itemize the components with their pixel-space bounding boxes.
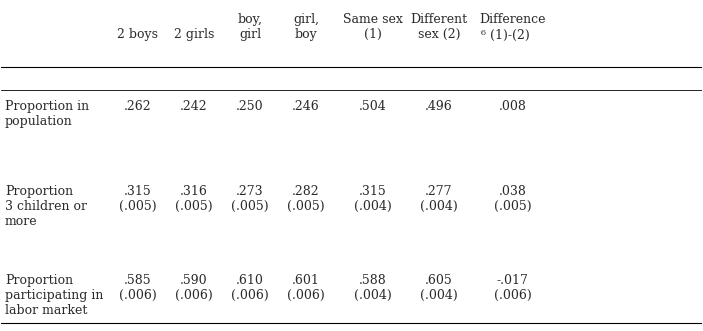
Text: 2 boys: 2 boys xyxy=(117,28,158,41)
Text: -.017
(.006): -.017 (.006) xyxy=(494,274,531,302)
Text: .610
(.006): .610 (.006) xyxy=(231,274,269,302)
Text: .504: .504 xyxy=(359,100,387,113)
Text: girl,
boy: girl, boy xyxy=(293,13,319,41)
Text: .601
(.006): .601 (.006) xyxy=(287,274,325,302)
Text: .277
(.004): .277 (.004) xyxy=(420,185,458,213)
Text: .585
(.006): .585 (.006) xyxy=(119,274,157,302)
Text: .246: .246 xyxy=(292,100,320,113)
Text: .315
(.005): .315 (.005) xyxy=(119,185,157,213)
Text: .282
(.005): .282 (.005) xyxy=(287,185,325,213)
Text: .262: .262 xyxy=(124,100,152,113)
Text: Proportion
3 children or
more: Proportion 3 children or more xyxy=(5,185,87,228)
Text: .605
(.004): .605 (.004) xyxy=(420,274,458,302)
Text: .315
(.004): .315 (.004) xyxy=(354,185,392,213)
Text: Proportion in
population: Proportion in population xyxy=(5,100,89,128)
Text: Difference: Difference xyxy=(479,13,546,26)
Text: .038
(.005): .038 (.005) xyxy=(494,185,531,213)
Text: .250: .250 xyxy=(236,100,264,113)
Text: .590
(.006): .590 (.006) xyxy=(175,274,213,302)
Text: .242: .242 xyxy=(180,100,208,113)
Text: 2 girls: 2 girls xyxy=(174,28,214,41)
Text: Different
sex (2): Different sex (2) xyxy=(411,13,467,41)
Text: .316
(.005): .316 (.005) xyxy=(175,185,213,213)
Text: .588
(.004): .588 (.004) xyxy=(354,274,392,302)
Text: ⁶ (1)-(2): ⁶ (1)-(2) xyxy=(481,29,530,42)
Text: boy,
girl: boy, girl xyxy=(238,13,262,41)
Text: Proportion
participating in
labor market: Proportion participating in labor market xyxy=(5,274,103,317)
Text: .008: .008 xyxy=(498,100,527,113)
Text: .496: .496 xyxy=(425,100,453,113)
Text: .273
(.005): .273 (.005) xyxy=(231,185,269,213)
Text: Same sex
(1): Same sex (1) xyxy=(342,13,402,41)
